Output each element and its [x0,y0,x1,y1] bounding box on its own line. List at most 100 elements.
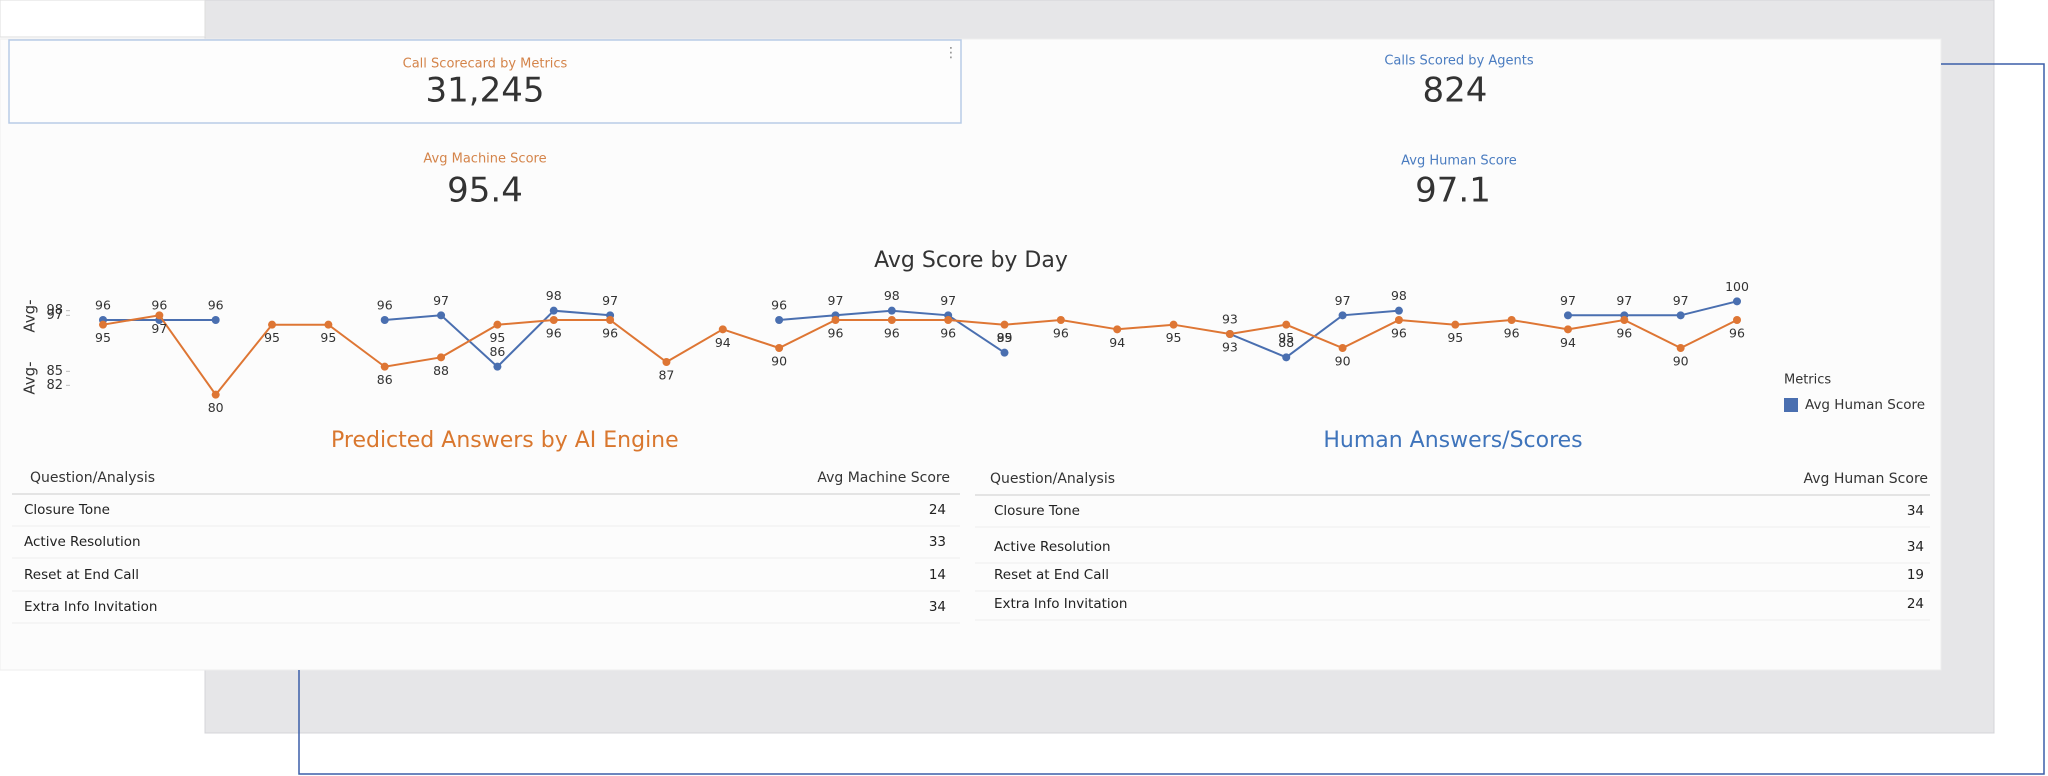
data-point [493,320,502,329]
kpi-title: Avg Human Score [1401,154,1517,169]
data-label: 97 [151,321,167,336]
legend-label: Avg Human Score [1805,397,1925,413]
data-point [99,320,107,329]
data-point [1225,330,1234,338]
data-point [1113,325,1122,334]
data-label: 88 [433,363,449,378]
data-label: 96 [1616,326,1632,341]
column-header: Avg Human Score [1803,471,1928,487]
data-label: 97 [1335,293,1351,308]
data-point [662,358,671,366]
data-label: 93 [1222,312,1238,327]
data-point [437,353,446,362]
row-value: 33 [929,534,946,550]
data-label: 97 [1616,293,1632,308]
data-label: 87 [658,368,674,383]
data-point [1451,320,1460,329]
data-label: 93 [1222,340,1238,355]
data-point [1282,320,1291,329]
data-label: 96 [771,298,787,313]
data-point [1282,353,1291,362]
dashboard-card [0,38,1942,671]
data-point [493,362,502,371]
data-label: 97 [1560,293,1576,308]
row-label: Active Resolution [24,534,141,550]
row-label: Closure Tone [994,503,1080,519]
data-label: 95 [489,330,505,345]
legend-swatch [1784,398,1798,412]
data-point [1000,348,1009,357]
connector-line [298,63,2045,775]
data-label: 95 [95,330,111,345]
column-header: Question/Analysis [990,471,1115,487]
data-point [1733,316,1741,324]
data-point [1338,344,1347,352]
data-point [1394,306,1403,315]
data-label: 96 [828,326,844,341]
data-label: 95 [1166,330,1182,345]
data-point [380,362,389,371]
data-label: 98 [546,288,562,303]
data-point [155,311,164,320]
data-label: 97 [433,293,449,308]
data-point [1000,320,1009,329]
menu-icon[interactable]: ⋮ [944,45,958,61]
data-point [1563,311,1572,320]
data-label: 90 [1673,354,1689,369]
y-axis-label: Avg- [21,299,39,332]
data-point [211,390,220,399]
kpi-title: Avg Machine Score [423,152,546,167]
row-value: 19 [1907,567,1924,583]
data-label: 95 [997,330,1013,345]
data-point [887,306,896,315]
data-label: 100 [1725,279,1749,294]
data-label: 96 [151,298,167,313]
data-point [1676,344,1685,352]
data-label: 97 [828,293,844,308]
data-label: 86 [489,344,505,359]
row-label: Reset at End Call [994,567,1109,583]
kpi-value: 31,245 [426,71,545,111]
data-label: 94 [715,335,731,350]
data-point [549,316,558,324]
kpi-tile-selected[interactable] [8,39,962,124]
data-point [268,320,277,329]
table-title: Predicted Answers by AI Engine [331,428,679,453]
data-label: 97 [940,293,956,308]
data-label: 96 [884,326,900,341]
top-left-panel [0,0,206,38]
data-point [775,316,784,324]
data-label: 96 [1391,326,1407,341]
data-point [1338,311,1347,320]
data-point [380,316,389,324]
row-value: 34 [1907,503,1924,519]
data-point [775,344,784,352]
kpi-title: Calls Scored by Agents [1384,54,1534,69]
series-line [102,314,1738,397]
row-label: Extra Info Invitation [994,596,1127,612]
data-point [831,316,840,324]
row-value: 24 [929,502,946,518]
data-label: 96 [602,326,618,341]
kpi-title: Call Scorecard by Metrics [403,57,568,72]
data-label: 98 [884,288,900,303]
data-point [324,320,333,329]
row-value: 34 [1907,539,1924,555]
data-label: 95 [264,330,280,345]
data-label: 94 [1560,335,1576,350]
data-label: 95 [1447,330,1463,345]
data-label: 90 [771,354,787,369]
data-point [1169,320,1178,329]
data-label: 89 [997,330,1013,345]
row-label: Reset at End Call [24,567,139,583]
row-label: Closure Tone [24,502,110,518]
data-point [606,316,615,324]
data-label: 96 [377,298,393,313]
data-label: 86 [377,372,393,387]
data-label: 96 [940,326,956,341]
y-tick-label: 97 [46,308,63,323]
data-label: 90 [1335,354,1351,369]
kpi-value: 95.4 [447,171,523,211]
